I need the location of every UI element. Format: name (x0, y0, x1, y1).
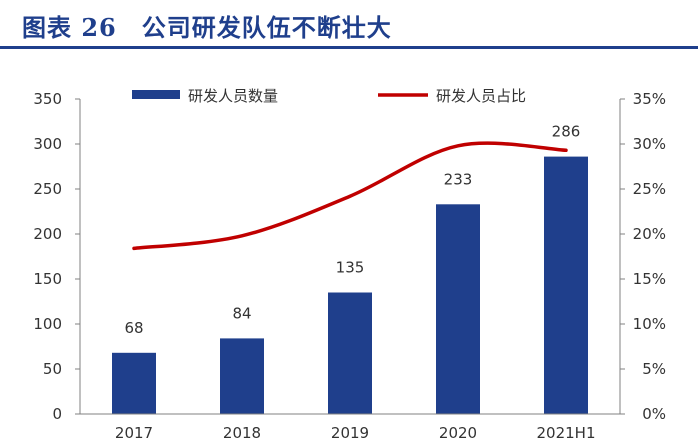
x-tick-label: 2019 (331, 424, 369, 440)
bar-series (112, 156, 588, 414)
figure-title: 图表 26 公司研发队伍不断壮大 (22, 13, 392, 42)
x-tick-label: 2018 (223, 424, 261, 440)
right-tick-label: 20% (633, 225, 666, 243)
legend-bar-swatch (132, 90, 180, 99)
legend: 研发人员数量 研发人员占比 (132, 87, 526, 105)
right-tick-label: 25% (633, 180, 666, 198)
left-tick-label: 250 (33, 180, 62, 198)
line-series (132, 141, 568, 251)
x-tick-label: 2017 (115, 424, 153, 440)
bar (328, 292, 372, 414)
right-tick-label: 0% (642, 405, 666, 423)
right-tick-label: 10% (633, 315, 666, 333)
bar (220, 338, 264, 414)
left-tick-label: 150 (33, 270, 62, 288)
left-tick-label: 350 (33, 90, 62, 108)
ratio-line (132, 141, 568, 251)
bar (436, 204, 480, 414)
left-tick-label: 300 (33, 135, 62, 153)
bar (544, 156, 588, 414)
title-rule (0, 46, 698, 49)
bar-value-label: 84 (232, 304, 251, 322)
legend-bar-label: 研发人员数量 (188, 87, 278, 105)
x-tick-label: 2020 (439, 424, 477, 440)
right-tick-label: 5% (642, 360, 666, 378)
left-y-axis: 0 50 100 150 200 250 300 350 (33, 90, 81, 423)
x-axis: 2017 2018 2019 2020 2021H1 (80, 413, 620, 440)
right-y-axis: 0% 5% 10% 15% 20% 25% 30% 35% (619, 90, 666, 423)
bar-value-label: 233 (444, 170, 473, 188)
data-labels: 68 84 135 233 286 (124, 123, 580, 337)
left-tick-label: 100 (33, 315, 62, 333)
left-tick-label: 0 (52, 405, 62, 423)
right-tick-label: 15% (633, 270, 666, 288)
x-tick-label: 2021H1 (537, 424, 596, 440)
legend-line-label: 研发人员占比 (436, 87, 526, 105)
left-tick-label: 200 (33, 225, 62, 243)
right-tick-label: 35% (633, 90, 666, 108)
bar-value-label: 68 (124, 319, 143, 337)
right-tick-label: 30% (633, 135, 666, 153)
bar (112, 352, 156, 414)
left-tick-label: 50 (43, 360, 62, 378)
bar-value-label: 286 (552, 123, 581, 141)
bar-value-label: 135 (336, 259, 365, 277)
